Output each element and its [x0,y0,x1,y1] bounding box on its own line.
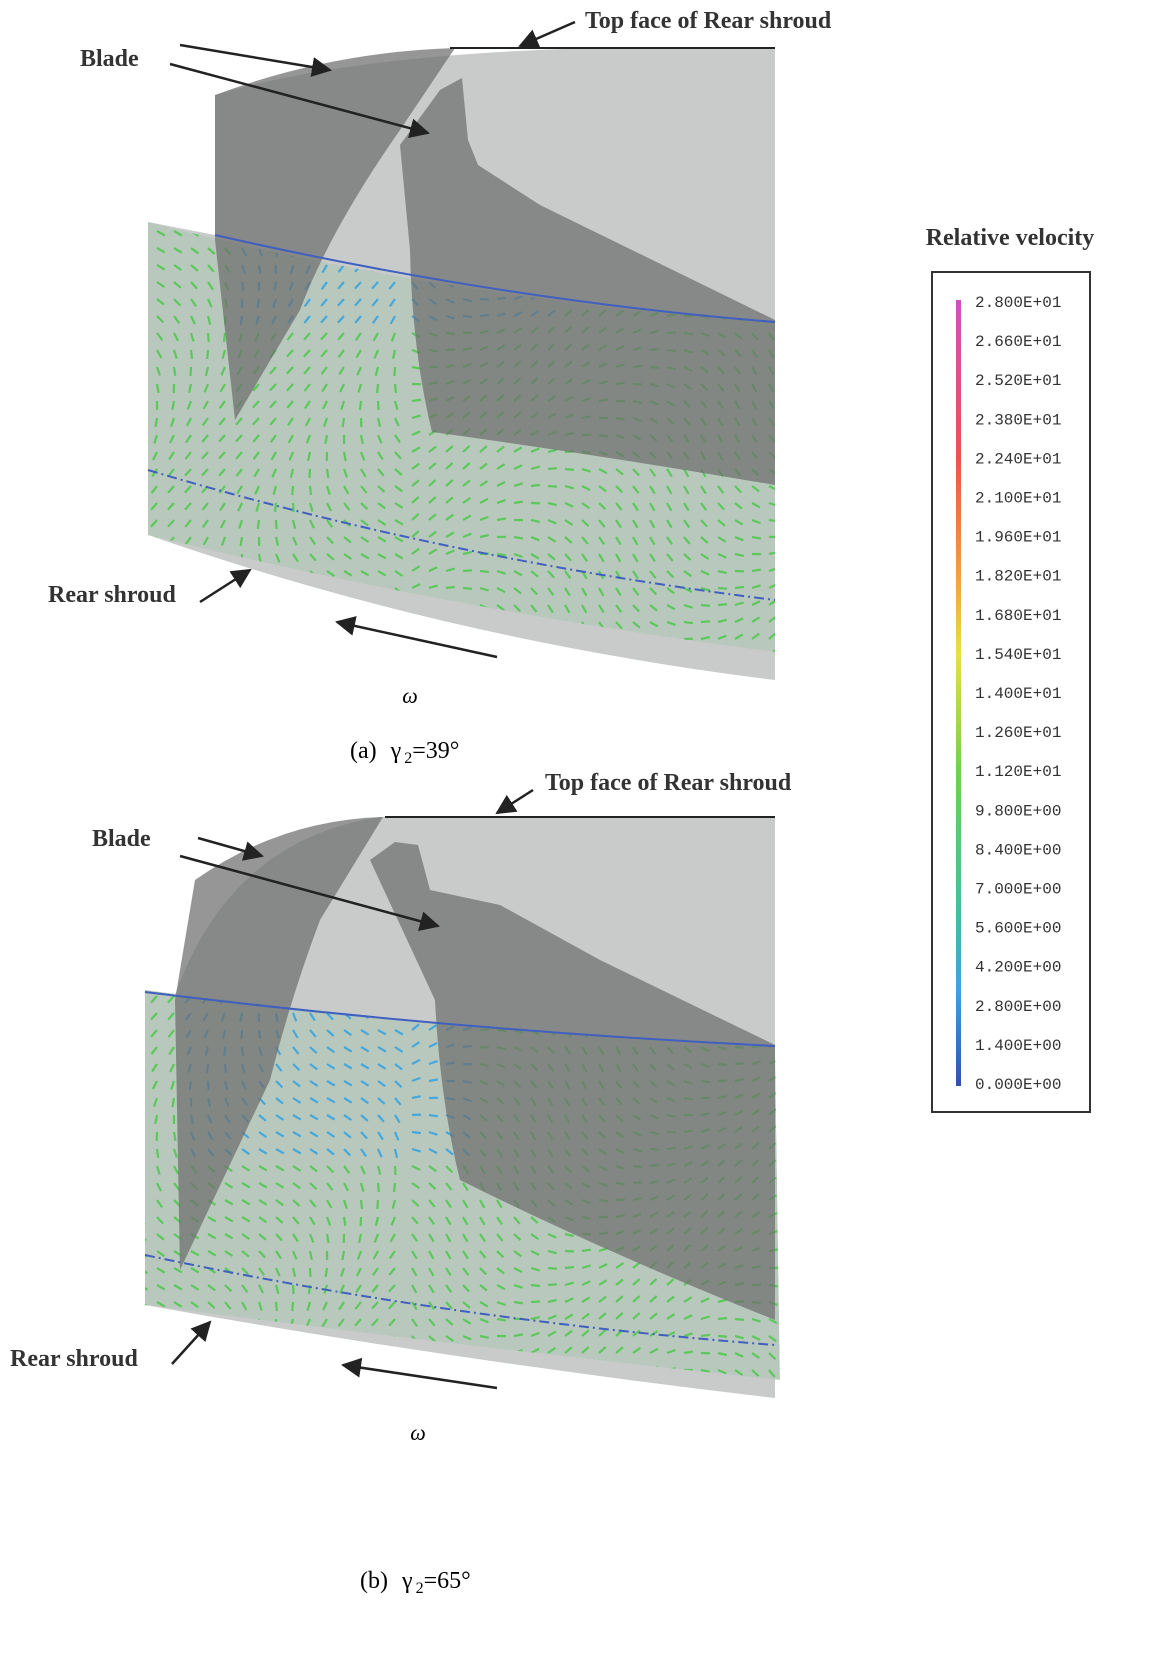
legend-label: 4.200E+00 [975,959,1061,977]
legend-label: 7.000E+00 [975,881,1061,899]
legend-label: 1.260E+01 [975,724,1061,742]
caption-value: =39° [412,738,459,764]
caption-value: =65° [424,1568,471,1594]
legend-label: 1.120E+01 [975,763,1061,781]
legend-label: 2.380E+01 [975,411,1061,429]
legend-label: 1.820E+01 [975,568,1061,586]
legend-label: 1.400E+00 [975,1037,1061,1055]
legend-label: 1.680E+01 [975,607,1061,625]
caption-symbol: γ [390,738,402,764]
caption-subscript: 2 [416,1580,424,1597]
arrow [520,22,575,46]
legend-label: 5.600E+00 [975,920,1061,938]
legend-label: 1.960E+01 [975,529,1061,547]
legend-title: Relative velocity [926,225,1095,251]
rotation-symbol: ω [410,1420,426,1445]
rear-shroud-label: Rear shroud [10,1346,138,1372]
legend-label: 1.540E+01 [975,646,1061,664]
legend-label: 0.000E+00 [975,1076,1061,1094]
legend-label: 2.520E+01 [975,372,1061,390]
arrow [497,790,533,813]
legend-label: 9.800E+00 [975,802,1061,820]
colorbar [956,300,961,1086]
blade-label: Blade [92,826,151,852]
top-face-label: Top face of Rear shroud [545,770,792,796]
caption-label: (b) [360,1568,388,1594]
caption-label: (a) [350,738,377,764]
caption-subscript: 2 [404,750,412,767]
rotation-symbol: ω [402,683,418,708]
legend: Relative velocity 2.800E+01 2.660E+01 2.52… [926,225,1095,1112]
rear-shroud-label: Rear shroud [48,582,176,608]
top-face-label: Top face of Rear shroud [585,8,832,34]
arrow [180,45,330,70]
legend-label: 1.400E+01 [975,685,1061,703]
legend-label: 2.800E+00 [975,998,1061,1016]
blade-label: Blade [80,46,139,72]
panels: Top face of Rear shroud Blade Rear shroud ω… [10,8,832,1597]
legend-label: 2.660E+01 [975,333,1061,351]
figure: Top face of Rear shroud Blade Rear shroud ω… [0,0,1160,1657]
arrow [200,570,250,602]
legend-label: 2.100E+01 [975,490,1061,508]
arrow [343,1365,497,1388]
arrow [172,1322,210,1364]
legend-label: 2.240E+01 [975,450,1061,468]
legend-label: 8.400E+00 [975,841,1061,859]
legend-label: 2.800E+01 [975,294,1061,312]
caption-symbol: γ [401,1568,413,1594]
